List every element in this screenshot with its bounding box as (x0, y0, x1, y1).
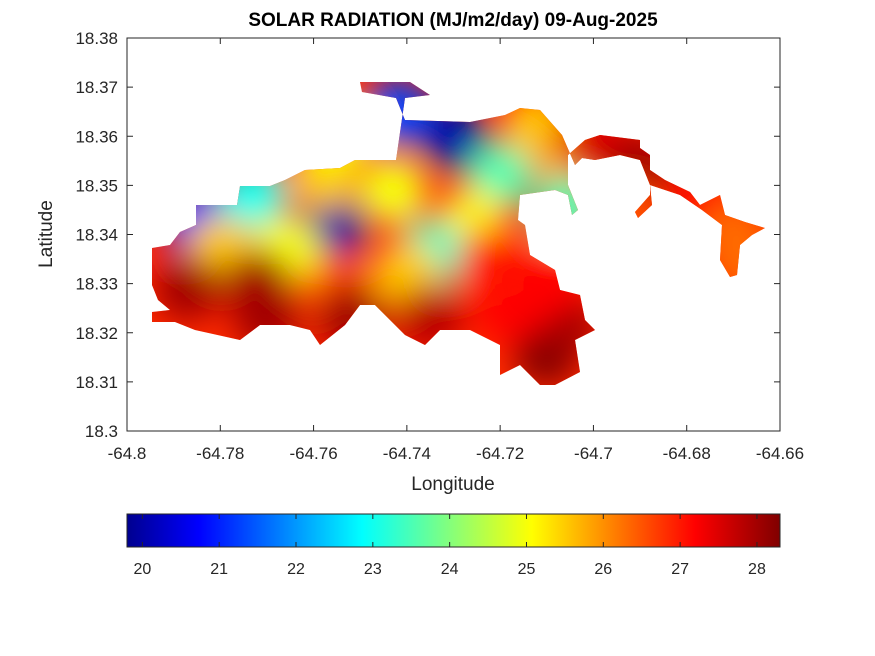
y-tick-label: 18.37 (75, 78, 118, 97)
x-tick-label: -64.74 (383, 444, 431, 463)
y-tick-label: 18.34 (75, 226, 118, 245)
colorbar-tick-label: 24 (441, 561, 459, 578)
x-axis-ticks: -64.8 -64.78 -64.76 -64.74 -64.72 -64.7 -64.68… (108, 38, 804, 463)
colorbar-ticks: 20 21 22 23 24 25 26 27 28 (133, 514, 766, 578)
colorbar-tick-label: 28 (748, 561, 766, 578)
colorbar-gradient (126, 513, 781, 548)
x-tick-label: -64.7 (574, 444, 613, 463)
y-tick-label: 18.32 (75, 324, 118, 343)
y-tick-label: 18.38 (75, 29, 118, 48)
colorbar-tick-label: 22 (287, 561, 305, 578)
x-tick-label: -64.78 (196, 444, 244, 463)
y-tick-label: 18.36 (75, 127, 118, 146)
y-tick-label: 18.33 (75, 275, 118, 294)
x-axis-label: Longitude (411, 474, 494, 495)
y-tick-label: 18.35 (75, 176, 118, 195)
x-tick-label: -64.72 (476, 444, 524, 463)
heat-hotspot-24 (456, 230, 525, 298)
colorbar-tick-label: 23 (364, 561, 382, 578)
x-tick-label: -64.66 (756, 444, 804, 463)
colorbar-tick-label: 25 (518, 561, 536, 578)
colorbar-tick-label: 26 (594, 561, 612, 578)
y-tick-label: 18.3 (85, 422, 118, 441)
x-tick-label: -64.8 (108, 444, 147, 463)
colorbar-tick-label: 27 (671, 561, 689, 578)
colorbar-tick-label: 20 (133, 561, 151, 578)
heat-hotspot-16 (153, 254, 222, 323)
y-tick-label: 18.31 (75, 373, 118, 392)
y-axis-ticks: 18.3 18.31 18.32 18.33 18.34 18.35 18.36 18.37 1… (75, 29, 780, 441)
chart-title: SOLAR RADIATION (MJ/m2/day) 09-Aug-2025 (248, 10, 658, 31)
x-tick-label: -64.76 (289, 444, 337, 463)
y-axis-label: Latitude (36, 200, 57, 268)
x-tick-label: -64.68 (663, 444, 711, 463)
heat-hotspot-18 (223, 249, 292, 318)
heat-hotspot-7 (358, 156, 427, 225)
colorbar-tick-label: 21 (210, 561, 228, 578)
colorbar: 20 21 22 23 24 25 26 27 28 (126, 513, 781, 578)
